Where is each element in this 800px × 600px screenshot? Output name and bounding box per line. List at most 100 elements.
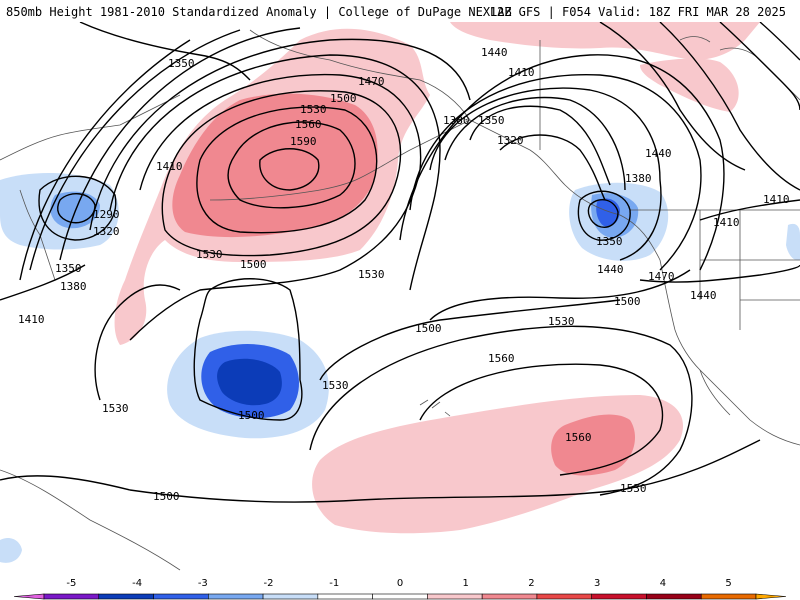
negative-anomaly-corner (0, 538, 22, 563)
colorbar-tick-label: -1 (329, 578, 339, 589)
contour-1590 (259, 148, 320, 191)
contour-1380-e (469, 105, 611, 186)
colorbar: -5 -4 -3 -2 -1 0 1 2 3 4 5 (13, 578, 787, 600)
contour-label: 1440 (645, 147, 672, 160)
asia-south (0, 469, 181, 571)
contour-label: 1530 (102, 402, 129, 415)
contour-1380-ring (587, 198, 619, 228)
contour-label: 1350 (478, 114, 505, 127)
contour-1530-ctr (319, 299, 621, 381)
colorbar-tick-label: 0 (397, 578, 403, 589)
contour-1350-e (444, 96, 626, 191)
contour-label: 1530 (620, 482, 647, 495)
contour-label: 1590 (290, 135, 317, 148)
colorbar-tick-label: -2 (264, 578, 274, 589)
anomaly-map[interactable]: 1350 1440 1410 1470 1500 1530 1560 1590 … (0, 22, 800, 574)
colorbar-swatch (208, 593, 264, 600)
contour-label: 1380 (625, 172, 652, 185)
contour-label: 1350 (596, 235, 623, 248)
colorbar-swatch (262, 593, 319, 600)
contour-1470-e (399, 54, 725, 271)
contour-label: 1380 (60, 280, 87, 293)
colorbar-tick-label: 4 (660, 578, 666, 589)
contour-label: 1470 (648, 270, 675, 283)
contour-label: 1500 (330, 92, 357, 105)
contour-label: 1380 (443, 114, 470, 127)
contour-label: 1530 (196, 248, 223, 261)
contour-label: 1440 (690, 289, 717, 302)
contour-label: 1410 (763, 193, 790, 206)
colorbar-swatch (372, 593, 428, 600)
colorbar-tick-label: 5 (725, 578, 731, 589)
colorbar-swatch (481, 593, 538, 600)
contour-1530-top (196, 106, 378, 234)
contour-label: 1410 (156, 160, 183, 173)
contour-1410-ne (659, 22, 800, 191)
contour-1410-e2 (699, 199, 800, 221)
colorbar-swatch (700, 593, 757, 600)
contour-1320-e (499, 134, 606, 201)
colorbar-tick-label: 2 (528, 578, 534, 589)
colorbar-tick-label: 3 (594, 578, 600, 589)
alaska-coast (249, 29, 471, 196)
negative-anomaly-east-edge (786, 223, 800, 261)
colorbar-tick-label: -5 (66, 578, 76, 589)
contour-far-ne2 (759, 22, 800, 61)
contour-far-ne (719, 22, 800, 111)
colorbar-swatch (646, 593, 702, 600)
contour-1320-w (19, 39, 191, 281)
contour-label: 1410 (18, 313, 45, 326)
colorbar-tick-label: -3 (198, 578, 208, 589)
state-lines (699, 210, 800, 330)
contour-1530-ring (309, 325, 693, 496)
contour-1560-top (227, 121, 356, 209)
contour-label: 1560 (295, 118, 322, 131)
colorbar-swatch (153, 593, 209, 600)
contour-1500-e (429, 269, 691, 321)
contour-label: 1320 (93, 225, 120, 238)
contour-label: 1530 (322, 379, 349, 392)
contour-label: 1350 (55, 262, 82, 275)
strong-positive-anomaly-subtropical (551, 414, 635, 476)
contour-label: 1470 (358, 75, 385, 88)
contour-label: 1350 (168, 57, 195, 70)
colorbar-arrow-low (13, 593, 45, 600)
map-header: 850mb Height 1981-2010 Standardized Anom… (0, 0, 800, 22)
colorbar-swatch (98, 593, 154, 600)
colorbar-swatch (536, 593, 592, 600)
contour-label: 1410 (713, 216, 740, 229)
contour-1410-e (429, 87, 662, 261)
anomaly-shading (0, 22, 800, 563)
contour-1500-mid (193, 278, 303, 421)
negative-anomaly-central-deep (217, 358, 282, 406)
contour-label: 1410 (508, 66, 535, 79)
baja (699, 369, 731, 416)
contour-label: 1500 (238, 409, 265, 422)
contour-1320-ring (38, 175, 117, 241)
colorbar-arrow-high (755, 593, 787, 600)
contour-1560-mid (419, 363, 664, 476)
colorbar-swatches (13, 593, 787, 600)
coastlines (0, 29, 800, 571)
contour-1440-e2 (639, 264, 800, 283)
contour-1440 (109, 54, 441, 291)
contour-1410-w (89, 38, 471, 231)
height-contours (0, 22, 800, 503)
colorbar-ticks: -5 -4 -3 -2 -1 0 1 2 3 4 5 (66, 578, 731, 589)
contour-1500-top (161, 90, 402, 257)
contour-1350-ring (577, 190, 631, 241)
contour-label: 1500 (153, 490, 180, 503)
model-run-info: 12Z GFS | F054 Valid: 18Z FRI MAR 28 202… (489, 5, 786, 19)
contour-label: 1290 (93, 208, 120, 221)
contour-1530-w (94, 284, 181, 401)
contour-labels: 1350 1440 1410 1470 1500 1530 1560 1590 … (18, 46, 790, 503)
contour-label: 1530 (548, 315, 575, 328)
siberia-coast (0, 94, 181, 161)
contour-label: 1530 (358, 268, 385, 281)
colorbar-swatch (427, 593, 483, 600)
contour-label: 1500 (415, 322, 442, 335)
contour-1500-bot (0, 439, 761, 503)
contour-label: 1500 (614, 295, 641, 308)
contour-1440-e (409, 73, 702, 271)
contour-label: 1440 (481, 46, 508, 59)
